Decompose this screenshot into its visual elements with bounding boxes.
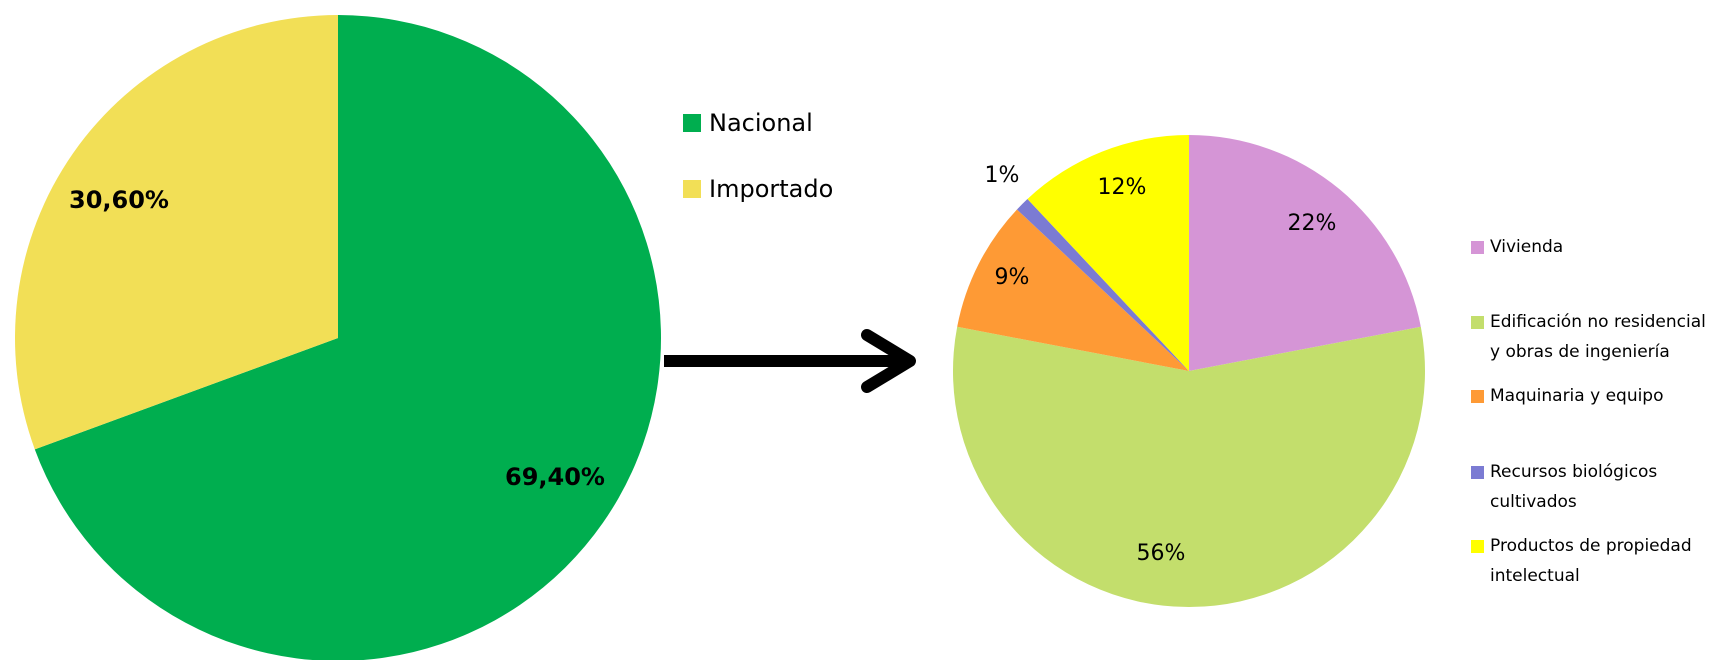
pie-slice	[957, 209, 1189, 371]
arrow	[664, 329, 916, 393]
pie-slice	[1189, 135, 1421, 371]
data-label: 30,60%	[69, 186, 169, 214]
legend-label: Maquinaria y equipo	[1490, 386, 1664, 406]
legend-swatch	[1471, 240, 1484, 254]
legend-swatch	[1471, 465, 1484, 479]
pie-slice	[1016, 198, 1189, 371]
pie-slice	[953, 326, 1425, 608]
pie-slice	[1027, 135, 1189, 371]
legend-swatch	[1471, 315, 1484, 329]
pie-slice	[34, 15, 661, 660]
legend-swatch	[1471, 539, 1484, 553]
data-label: 56%	[1137, 541, 1186, 566]
data-label: 22%	[1288, 211, 1337, 236]
data-label: 69,40%	[505, 463, 605, 491]
legend-swatch	[683, 180, 701, 198]
pie-slice	[15, 15, 339, 450]
data-label: 9%	[995, 265, 1030, 290]
legend-label: Vivienda	[1490, 237, 1564, 257]
data-label: 12%	[1098, 175, 1147, 200]
data-label: 1%	[985, 163, 1020, 188]
legend-swatch	[683, 114, 701, 132]
legend-label: Edificación no residencial y obras de in…	[1490, 312, 1706, 362]
legend-label: Importado	[709, 175, 834, 203]
legend-swatch	[1471, 389, 1484, 403]
legend-label: Nacional	[709, 109, 813, 137]
legend-label: Productos de propiedad intelectual	[1490, 536, 1692, 586]
legend-label: Recursos biológicos cultivados	[1490, 462, 1658, 512]
